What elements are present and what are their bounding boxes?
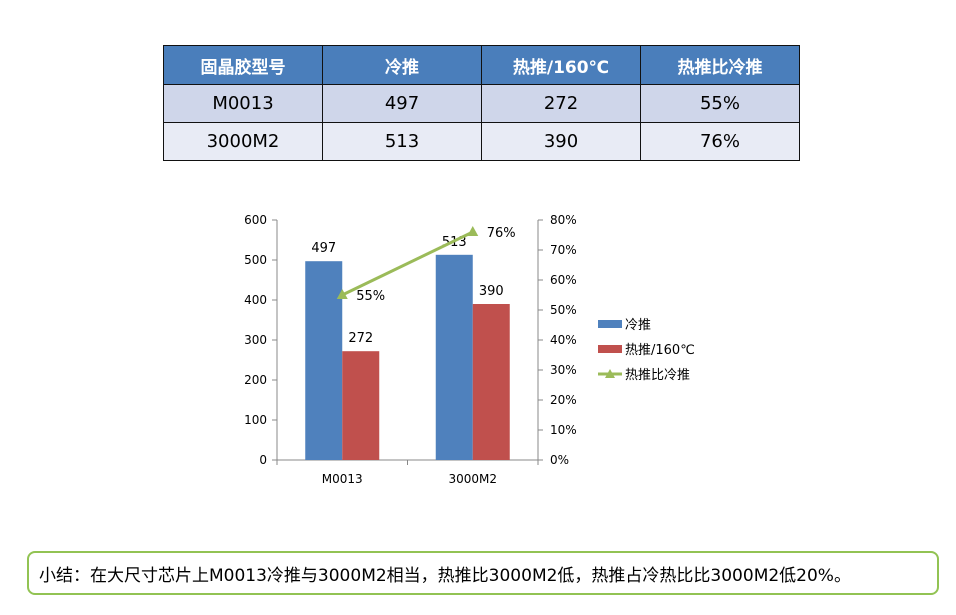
y2-tick-label: 50%: [550, 303, 577, 317]
table-row: M0013 497 272 55%: [163, 84, 800, 123]
y2-tick-label: 10%: [550, 423, 577, 437]
bar-data-label: 497: [311, 241, 336, 256]
cell-cold-push: 497: [322, 84, 482, 123]
triangle-marker: [336, 289, 348, 299]
legend-triangle-icon: [605, 369, 615, 378]
cell-ratio: 55%: [640, 84, 800, 123]
line-data-label: 76%: [487, 226, 516, 241]
y2-tick-label: 40%: [550, 333, 577, 347]
bar: [472, 304, 510, 460]
cell-model: M0013: [163, 84, 323, 123]
header-hot-push: 热推/160℃: [481, 45, 641, 85]
bar-data-label: 272: [348, 331, 373, 346]
line-data-label: 55%: [356, 289, 385, 304]
y-tick-label: 400: [244, 293, 267, 307]
y-tick-label: 200: [244, 373, 267, 387]
bar: [305, 261, 343, 460]
header-model: 固晶胶型号: [163, 45, 323, 85]
bar-data-label: 390: [479, 284, 504, 299]
y-tick-label: 300: [244, 333, 267, 347]
y2-tick-label: 80%: [550, 213, 577, 227]
y2-tick-label: 0%: [550, 453, 569, 467]
summary-box: 小结：在大尺寸芯片上M0013冷推与3000M2相当，热推比3000M2低，热推…: [27, 551, 939, 595]
cell-ratio: 76%: [640, 122, 800, 161]
bar: [435, 254, 473, 460]
header-cold-push: 冷推: [322, 45, 482, 85]
bar: [342, 351, 380, 460]
cell-hot-push: 272: [481, 84, 641, 123]
x-tick-label: M0013: [322, 472, 363, 486]
cell-hot-push: 390: [481, 122, 641, 161]
header-ratio: 热推比冷推: [640, 45, 800, 85]
summary-text: 小结：在大尺寸芯片上M0013冷推与3000M2相当，热推比3000M2低，热推…: [39, 565, 851, 586]
y-tick-label: 500: [244, 253, 267, 267]
cell-model: 3000M2: [163, 122, 323, 161]
legend-label: 冷推: [625, 318, 651, 333]
x-tick-label: 3000M2: [448, 472, 497, 486]
table-header-row: 固晶胶型号 冷推 热推/160℃ 热推比冷推: [163, 45, 800, 85]
comparison-table: 固晶胶型号 冷推 热推/160℃ 热推比冷推 M0013 497 272 55%…: [163, 45, 800, 161]
triangle-marker: [467, 226, 479, 236]
cell-cold-push: 513: [322, 122, 482, 161]
combo-chart: 0 100 200 300 400 500 600 0% 10% 20% 30% 40% 50% 60% 7…: [244, 213, 695, 486]
legend-swatch: [598, 320, 622, 328]
y2-tick-label: 20%: [550, 393, 577, 407]
y2-tick-label: 60%: [550, 273, 577, 287]
ratio-line: [341, 230, 474, 297]
y-tick-label: 100: [244, 413, 267, 427]
y-tick-label: 600: [244, 213, 267, 227]
legend-swatch: [598, 345, 622, 353]
legend-label: 热推/160℃: [625, 343, 695, 358]
y-tick-label: 0: [259, 453, 267, 467]
legend-label: 热推比冷推: [625, 368, 690, 383]
y2-tick-label: 70%: [550, 243, 577, 257]
table-row: 3000M2 513 390 76%: [163, 122, 800, 161]
y2-tick-label: 30%: [550, 363, 577, 377]
